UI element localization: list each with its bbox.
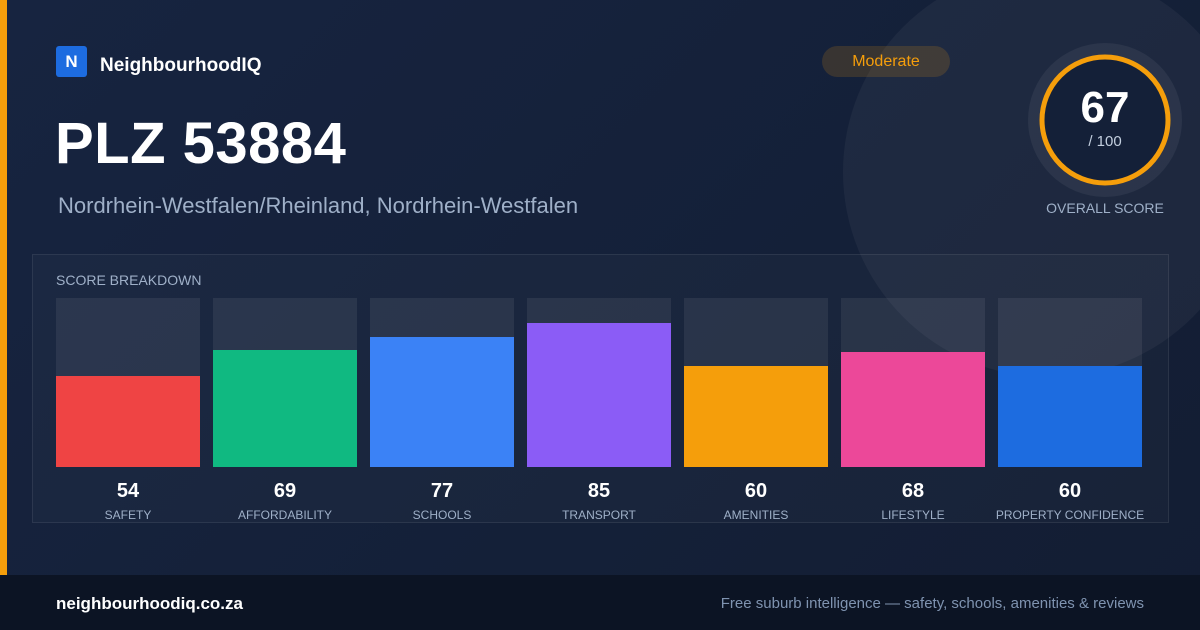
bar-track [684,298,828,467]
bar-fill-schools [370,337,514,467]
bar-value-schools: 77 [430,480,454,502]
bar-label-affordability: AFFORDABILITY [237,508,332,522]
overall-score-max: / 100 [1088,133,1122,150]
bar-value-lifestyle: 68 [901,480,925,502]
location-subtitle: Nordrhein-Westfalen/Rheinland, Nordrhein… [58,193,579,218]
bar-track [841,298,985,467]
score-ring-track [1039,54,1171,186]
bar-fill-property-confidence [998,366,1142,467]
bar-fill-transport [527,323,671,467]
brand-logo-icon: N [56,46,87,77]
bar-track [56,298,200,467]
bar-value-transport: 85 [587,480,611,502]
bar-label-safety: SAFETY [104,508,152,522]
bar-track [527,298,671,467]
bar-value-affordability: 69 [273,480,297,502]
rating-badge: Moderate [822,46,950,77]
bar-value-property-confidence: 60 [1058,480,1082,502]
score-ring-graphic [1028,43,1182,197]
bar-label-transport: TRANSPORT [562,508,636,522]
bar-fill-amenities [684,366,828,467]
bar-fill-lifestyle [841,352,985,467]
bar-value-safety: 54 [116,480,140,502]
bar-label-amenities: AMENITIES [723,508,789,522]
bar-track [998,298,1142,467]
brand-name: NeighbourhoodIQ [100,54,262,76]
footer-tagline: Free suburb intelligence — safety, schoo… [720,595,1144,612]
brand[interactable]: N NeighbourhoodIQ [56,46,261,77]
bar-fill-safety [56,376,200,467]
bar-fill-affordability [213,350,357,467]
bar-label-lifestyle: LIFESTYLE [881,508,945,522]
bar-track [213,298,357,467]
page-title: PLZ 53884 [55,111,347,176]
overall-score-label: OVERALL SCORE [1046,200,1164,216]
accent-bar [0,0,7,575]
score-breakdown-title: SCORE BREAKDOWN [56,272,202,288]
footer: neighbourhoodiq.co.za Free suburb intell… [0,575,1200,630]
bar-value-amenities: 60 [744,480,768,502]
decorative-circle [843,0,1200,377]
bar-label-property-confidence: PROPERTY CONFIDENCE [995,508,1145,522]
score-breakdown-panel: SCORE BREAKDOWN 54 SAFETY 69 AFFORDABILITY 7… [32,254,1169,523]
bar-label-schools: SCHOOLS [412,508,472,522]
bar-track [370,298,514,467]
overall-score-ring: 67 / 100 [1028,43,1182,197]
overall-score-value: 67 [1080,83,1130,132]
footer-domain-link[interactable]: neighbourhoodiq.co.za [56,594,243,613]
